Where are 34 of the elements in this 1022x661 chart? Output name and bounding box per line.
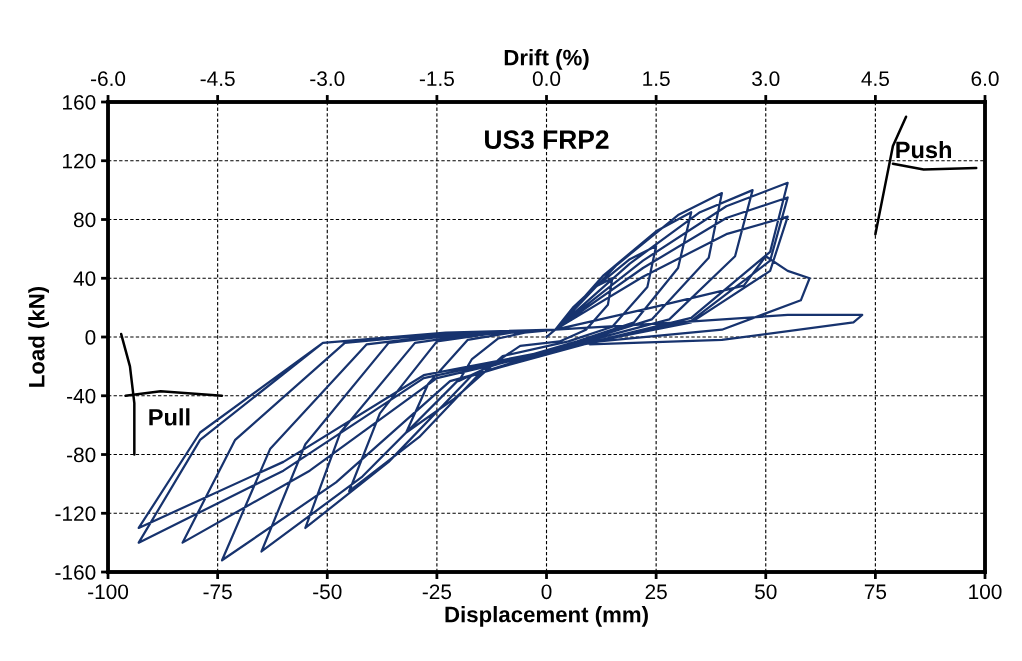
y-tick-label: -120	[55, 506, 96, 522]
x-tick-label: 75	[864, 584, 887, 600]
y-tick-label: 40	[73, 271, 96, 287]
y-tick-label: 80	[73, 212, 96, 228]
x2-tick-label: 3.0	[752, 71, 780, 87]
x-tick-label: -75	[203, 584, 232, 600]
y-tick-label: 120	[63, 153, 96, 169]
x-axis-title: Displacement (mm)	[445, 606, 648, 627]
x2-tick-label: 1.5	[643, 71, 670, 87]
x2-tick-label: -1.5	[419, 71, 454, 87]
x2-tick-label: -6.0	[91, 71, 126, 87]
y-axis-title: Load (kN)	[28, 286, 49, 387]
text: US3 FRP2	[485, 130, 609, 150]
y-tick-label: 0	[85, 330, 96, 345]
x2-axis-title: Drift (%)	[504, 49, 589, 70]
annotation: Pull	[149, 408, 190, 426]
annotation: Push	[896, 140, 952, 159]
x-tick-label: 25	[645, 584, 667, 600]
x2-tick-label: 0.0	[532, 71, 561, 87]
y-tick-label: -40	[67, 388, 96, 404]
x-tick-label: -25	[422, 584, 452, 600]
x-tick-label: -50	[313, 584, 342, 600]
y-tick-label: 160	[63, 94, 96, 110]
x2-tick-label: -3.0	[310, 71, 345, 87]
x2-tick-label: -4.5	[200, 71, 235, 87]
x-tick-label: 0	[541, 584, 552, 600]
x-tick-label: 100	[969, 584, 1002, 600]
x-tick-label: -100	[88, 584, 129, 600]
y-tick-label: -160	[55, 565, 96, 580]
x2-tick-label: 6.0	[971, 71, 999, 87]
x2-tick-label: 4.5	[861, 71, 889, 87]
line-series	[137, 181, 864, 562]
y-tick-label: -80	[67, 447, 96, 463]
x-tick-label: 50	[755, 584, 777, 600]
